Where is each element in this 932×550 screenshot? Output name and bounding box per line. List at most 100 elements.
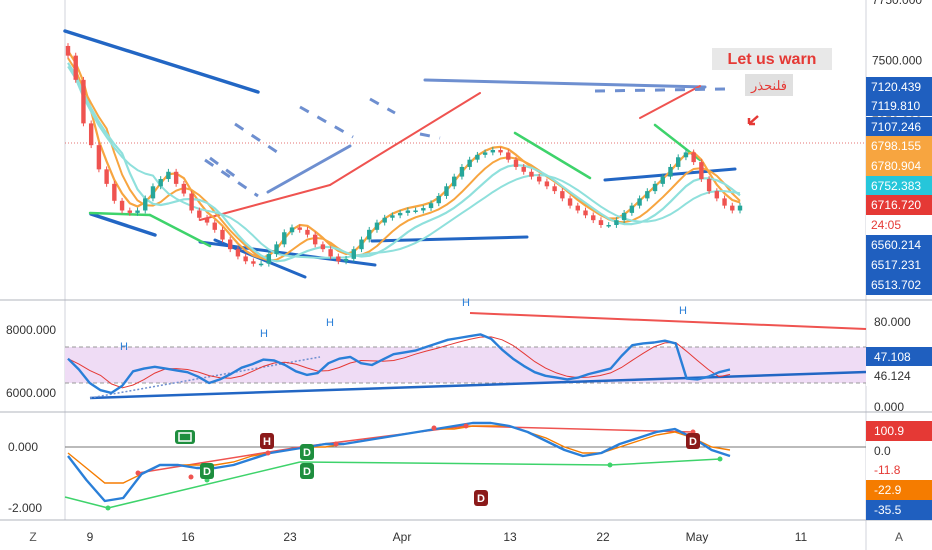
candle-body	[96, 145, 102, 170]
rsi-value-text: 46.124	[874, 369, 911, 383]
candle-body	[397, 212, 403, 216]
warning-en-box	[712, 48, 832, 70]
time-axis-tick: May	[686, 530, 709, 544]
candle-body	[598, 220, 604, 225]
price-label-text: 6513.702	[871, 278, 921, 292]
price-label-box	[866, 156, 932, 176]
candle-body	[660, 176, 665, 184]
macd-line	[67, 421, 731, 503]
price-label-box	[866, 275, 932, 295]
price-label-box	[866, 255, 932, 275]
rsi-value-text: 47.108	[874, 350, 911, 364]
macd-marker-badge	[300, 463, 314, 479]
rsi-support-line	[89, 370, 867, 400]
candle-body	[737, 205, 743, 211]
rsi-dotted-line	[89, 356, 321, 399]
rsi-left-tick: 6000.000	[6, 386, 56, 400]
price-label-box	[866, 136, 932, 156]
candle-body	[676, 157, 681, 167]
rsi-high-marker: H	[120, 341, 128, 353]
warning-ar-text: فلنحذر	[750, 78, 787, 94]
candle-body	[706, 179, 712, 192]
candle-body	[235, 249, 241, 257]
macd-peak-dot	[265, 450, 271, 456]
candle-body	[614, 220, 619, 225]
rsi-high-marker: H	[679, 305, 687, 317]
rsi-left-tick: 8000.000	[6, 323, 56, 337]
ma-orange-fast	[67, 50, 741, 260]
candle-body	[65, 45, 71, 56]
candle-body	[336, 256, 341, 262]
candle-body	[228, 239, 233, 250]
candle-body	[529, 171, 534, 177]
macd-marker-badge	[474, 490, 488, 506]
candle-body	[652, 183, 658, 192]
macd-marker-badge	[260, 433, 274, 449]
candle-body	[282, 232, 287, 245]
candle-body	[683, 152, 689, 158]
macd-green-line-3	[609, 458, 721, 466]
candle-body	[637, 198, 642, 206]
macd-marker-label: D	[303, 466, 311, 478]
candle-body	[243, 256, 248, 262]
macd-marker-label: D	[689, 436, 697, 448]
price-label-box	[866, 195, 932, 215]
candle-body	[405, 210, 411, 213]
rsi-axis-tick: 0.000	[874, 400, 904, 414]
macd-peak-dot	[431, 425, 437, 431]
candle-body	[374, 222, 380, 230]
rsi-pane: H H H H H 8000.000 6000.000	[6, 297, 867, 400]
candle-body	[143, 198, 148, 211]
macd-value-text: -22.9	[874, 483, 902, 497]
price-label-text: 7107.246	[871, 120, 921, 134]
battery-icon	[175, 430, 195, 444]
candle-body	[629, 205, 635, 213]
candle-body	[197, 210, 202, 218]
macd-trough-dot	[717, 456, 723, 462]
candle-body	[536, 176, 542, 182]
candle-body	[467, 159, 472, 167]
candle-body	[421, 208, 426, 211]
price-axis-tick: 7750.000	[872, 0, 922, 7]
macd-value-box	[866, 441, 932, 461]
macd-trough-dot	[607, 462, 613, 468]
rsi-resistance-line	[469, 312, 867, 330]
macd-value-text: -11.8	[874, 463, 901, 477]
candle-body	[506, 152, 511, 160]
candle-body	[575, 205, 580, 211]
rsi-line	[67, 333, 731, 395]
macd-marker-badge	[300, 444, 314, 460]
trendline-8	[88, 211, 152, 217]
price-label-text: 6716.720	[871, 198, 921, 212]
warning-arrow-icon	[747, 115, 759, 126]
price-label-text: 7120.439	[871, 80, 921, 94]
price-pane	[63, 29, 866, 279]
macd-marker-label: H	[263, 436, 271, 448]
candle-body	[668, 166, 673, 177]
candle-body	[490, 150, 496, 153]
trendline-10	[513, 131, 592, 180]
candle-body	[351, 249, 356, 259]
candle-body	[119, 200, 125, 211]
dashed-trendline-5	[419, 132, 441, 140]
candle-body	[691, 152, 696, 163]
rsi-value-box	[866, 366, 932, 386]
candle-body	[413, 210, 418, 212]
candle-body	[251, 261, 256, 264]
macd-trough-dot	[105, 505, 111, 511]
dashed-trendline-1	[234, 122, 284, 158]
candle-body	[220, 229, 225, 240]
macd-red-line-2	[465, 425, 694, 433]
trendline-1	[89, 212, 157, 237]
candle-body	[567, 198, 573, 206]
price-label-text: 7119.810	[871, 99, 920, 113]
candle-body	[73, 55, 78, 80]
trendline-9	[148, 213, 212, 248]
dashed-trendline-4	[594, 87, 726, 93]
candle-body	[204, 217, 210, 223]
rsi-value-box	[866, 347, 932, 367]
candle-body	[135, 210, 140, 213]
candle-body	[150, 186, 156, 199]
macd-red-line-0	[137, 446, 301, 474]
candle-body	[436, 195, 441, 204]
